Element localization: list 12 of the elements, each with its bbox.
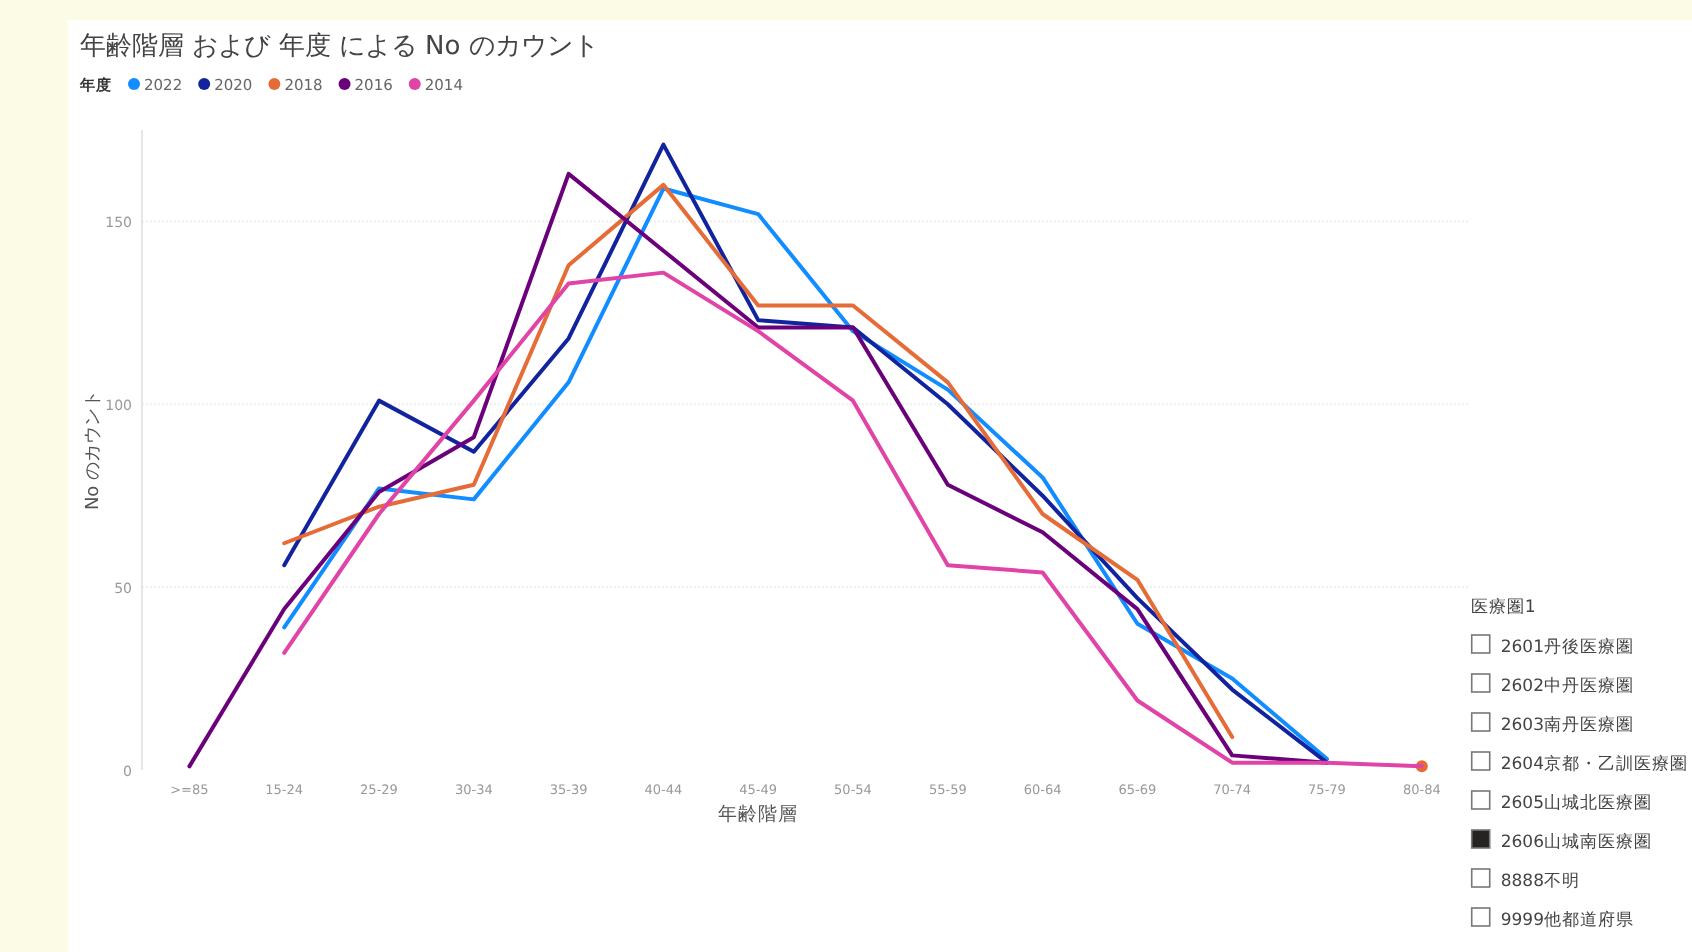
title: 年齢階層 および 年度 による No のカウント bbox=[80, 32, 599, 62]
category-label: 2606山城南医療圏 bbox=[1500, 831, 1652, 853]
category-label: 2603南丹医療圏 bbox=[1500, 714, 1634, 736]
category-label: 2602中丹医療圏 bbox=[1500, 675, 1634, 697]
xlabel: 年齢階層 bbox=[718, 804, 799, 826]
category-label: 2601丹後医療圏 bbox=[1500, 636, 1634, 658]
ylabel: No のカウント bbox=[84, 389, 104, 511]
category-label: 2604京都・乙訓医療圏 bbox=[1500, 753, 1688, 775]
category-label: 2605山城北医療圏 bbox=[1500, 792, 1652, 814]
category-label: 8888不明 bbox=[1500, 870, 1580, 892]
category-label: 9999他都道府県 bbox=[1500, 909, 1634, 931]
text: 医療圏1 bbox=[1470, 596, 1536, 618]
